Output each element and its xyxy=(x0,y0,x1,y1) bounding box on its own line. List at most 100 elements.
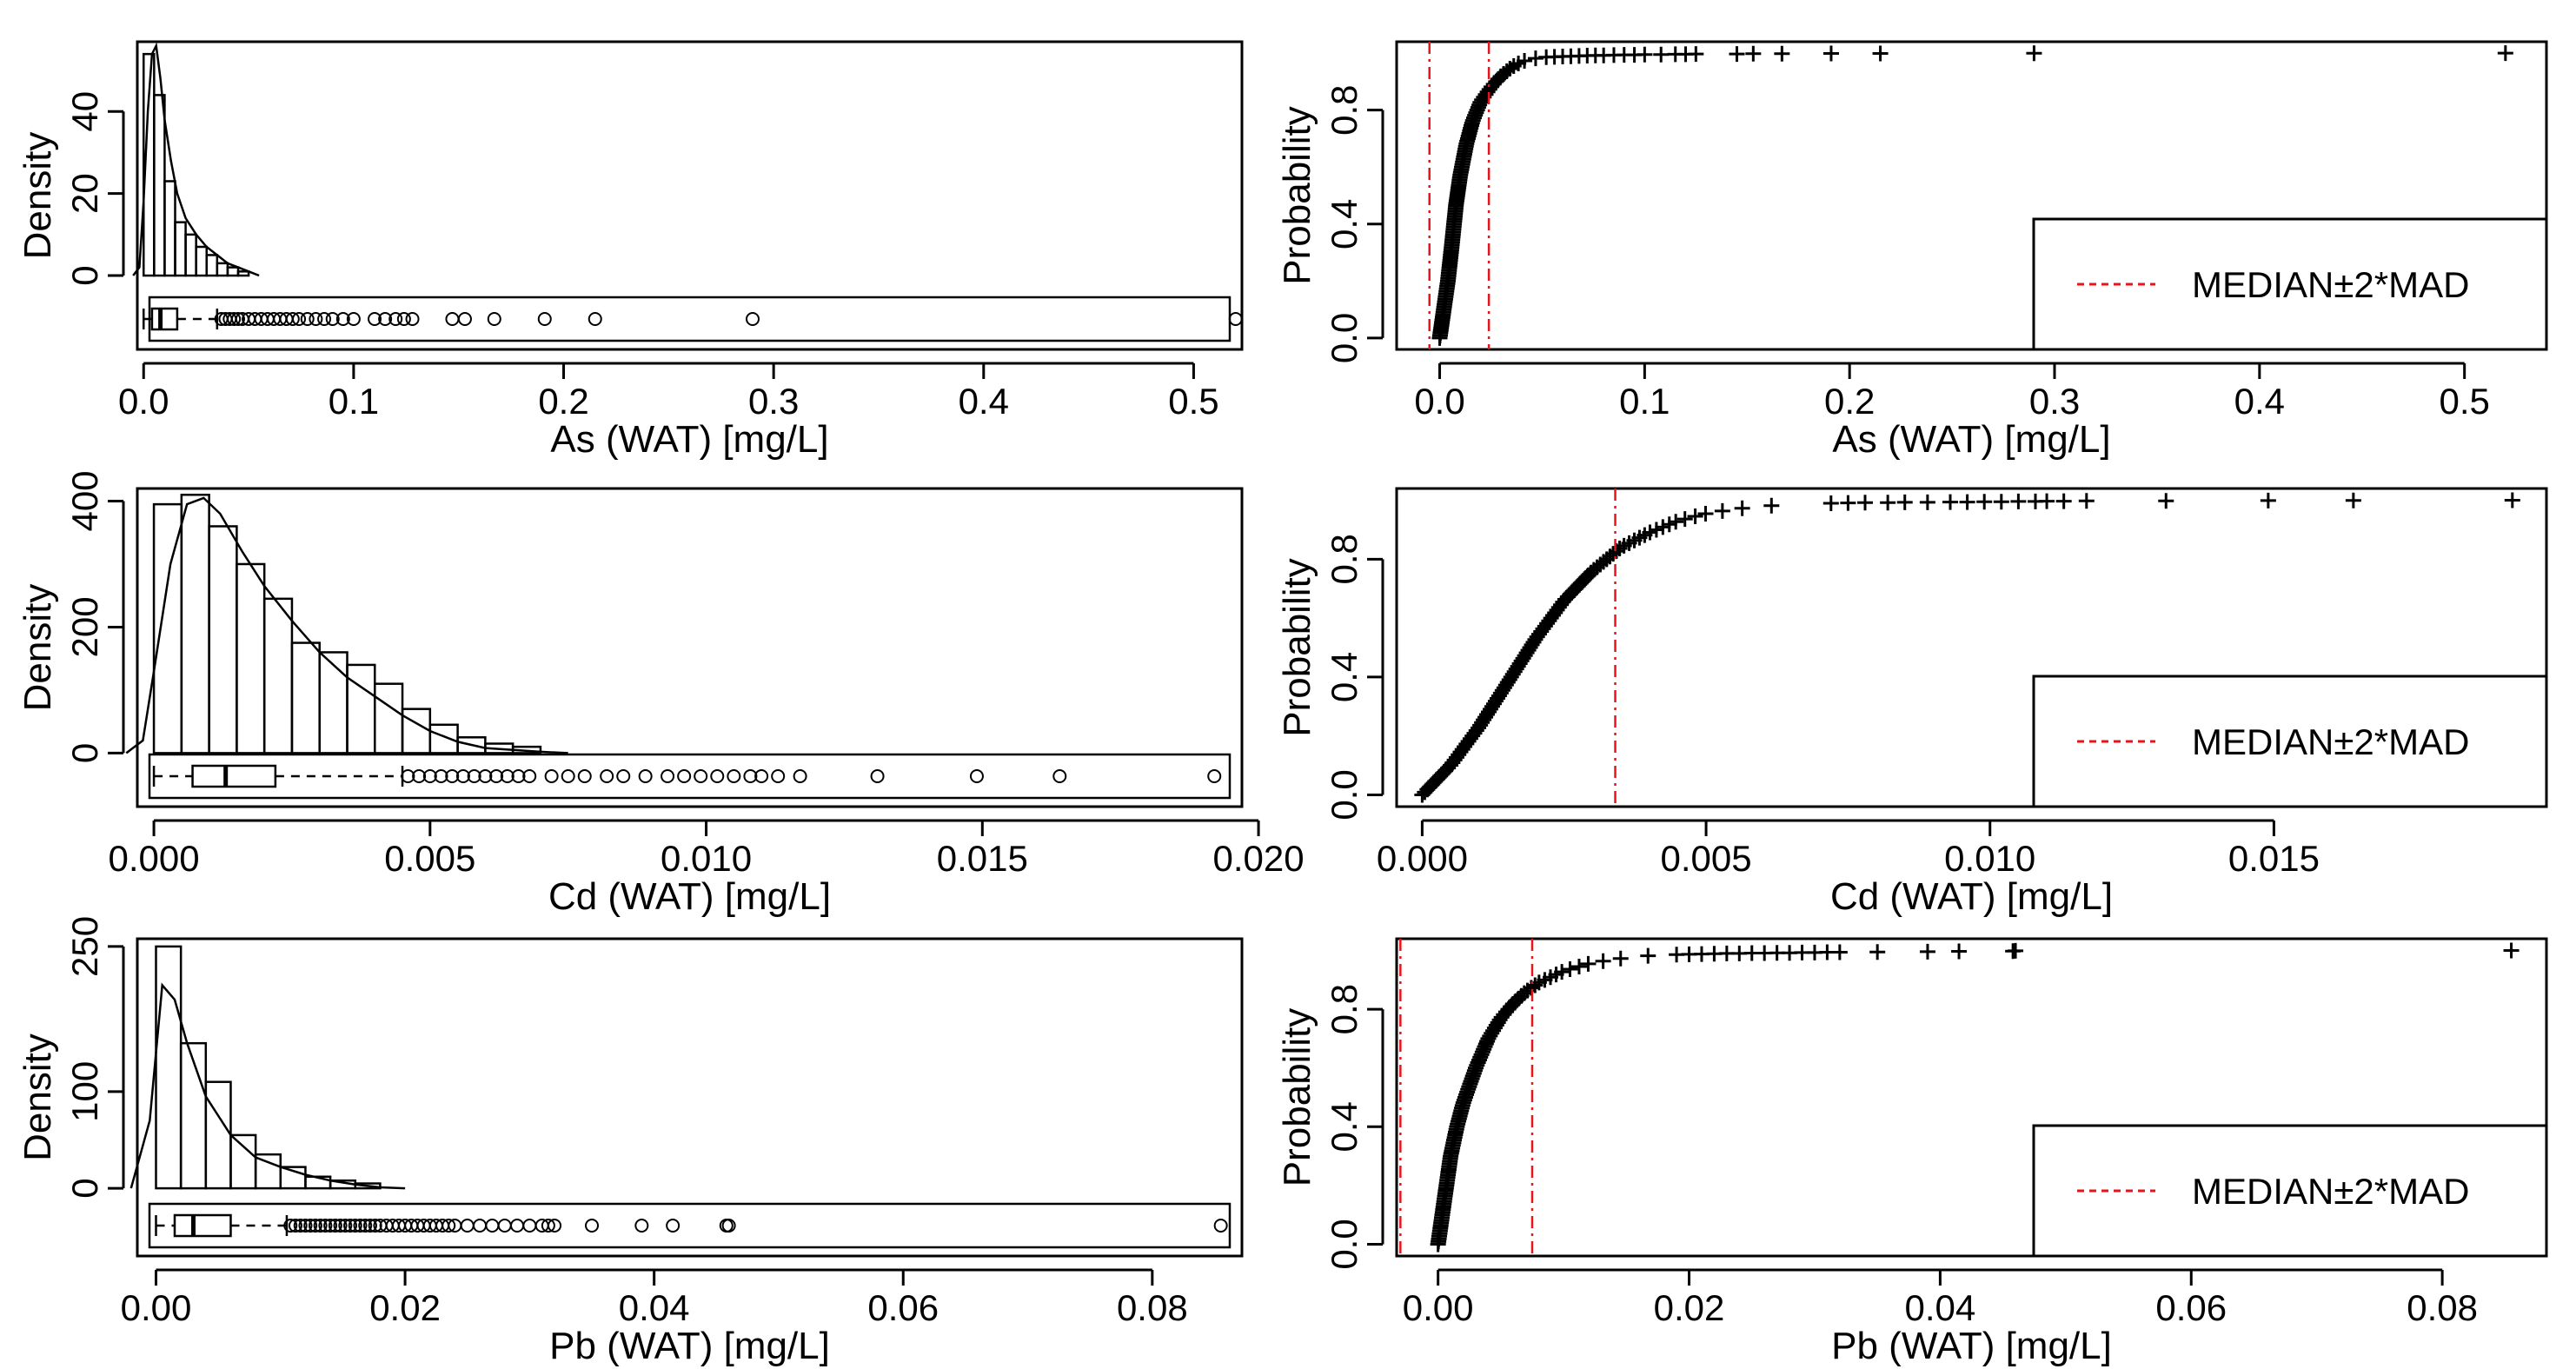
x-axis-label: Cd (WAT) [mg/L] xyxy=(1830,875,2113,918)
histogram-bar xyxy=(236,562,266,754)
ecdf-point xyxy=(1729,46,1745,63)
outlier-point xyxy=(457,312,472,326)
x-tick-label: 0.02 xyxy=(369,1287,441,1328)
x-tick-label: 0.08 xyxy=(1117,1287,1188,1328)
outlier-point xyxy=(544,769,559,783)
outlier-point xyxy=(292,312,307,326)
y-tick-label: 0.0 xyxy=(1324,769,1364,820)
ecdf-point xyxy=(1734,500,1750,516)
outlier-point xyxy=(969,769,984,783)
outlier-point xyxy=(288,1219,302,1233)
ecdf-point xyxy=(1959,494,1975,510)
y-tick-label: 0.0 xyxy=(1324,1219,1364,1269)
y-axis-label: Probability xyxy=(1276,106,1318,284)
histogram-bar xyxy=(290,641,321,754)
outlier-point xyxy=(368,312,382,326)
histogram-bar xyxy=(318,651,349,754)
outlier-point xyxy=(511,769,526,783)
x-axis-label: Pb (WAT) [mg/L] xyxy=(1831,1325,2112,1367)
outlier-point xyxy=(309,312,323,326)
density-curve xyxy=(132,42,260,277)
ecdf-point xyxy=(1517,53,1533,70)
x-tick-label: 0.015 xyxy=(2228,838,2320,879)
x-tick-label: 0.06 xyxy=(2155,1287,2227,1328)
y-tick-label: 250 xyxy=(64,916,105,977)
ecdf-point xyxy=(1857,495,1873,511)
outlier-point xyxy=(388,312,403,326)
y-tick-label: 40 xyxy=(64,91,105,132)
ecdf-point xyxy=(2008,942,2024,959)
cd-histogram-panel: 0.000 0.005 0.010 0.015 0.020 Cd (WAT) [mg/L]… xyxy=(17,470,1305,918)
x-tick-label: 0.0 xyxy=(118,381,169,422)
x-tick-label: 0.3 xyxy=(2029,381,2080,422)
outlier-point xyxy=(478,769,493,783)
outlier-point xyxy=(743,769,758,783)
y-tick-label: 0.4 xyxy=(1324,199,1364,249)
outlier-point xyxy=(1213,1219,1228,1233)
outlier-point xyxy=(694,769,708,783)
outlier-point xyxy=(460,1219,475,1233)
y-tick-label: 200 xyxy=(64,596,105,657)
outlier-point xyxy=(754,769,769,783)
outlier-point xyxy=(422,769,437,783)
ecdf-point xyxy=(1580,955,1597,972)
outlier-point xyxy=(485,1219,500,1233)
ecdf-point xyxy=(1595,953,1611,969)
ecdf-point xyxy=(1993,494,2009,510)
boxplot-strip xyxy=(148,296,1232,342)
outlier-point xyxy=(661,769,675,783)
outlier-point xyxy=(600,769,614,783)
outlier-point xyxy=(353,1219,368,1233)
outlier-point xyxy=(348,1219,362,1233)
histogram-bar xyxy=(262,597,294,754)
ecdf-point xyxy=(1919,494,1935,510)
x-tick-label: 0.1 xyxy=(329,381,379,422)
ecdf-point xyxy=(1976,494,1993,510)
ecdf-point xyxy=(1763,497,1780,514)
outlier-point xyxy=(577,769,592,783)
histogram-bar xyxy=(205,254,219,277)
outlier-point xyxy=(771,769,786,783)
density-curve xyxy=(125,496,568,754)
ecdf-point xyxy=(2055,493,2072,509)
outlier-point xyxy=(1207,769,1222,783)
ecdf-point xyxy=(1745,45,1762,62)
ecdf-point xyxy=(1653,46,1670,63)
x-tick-label: 0.08 xyxy=(2407,1287,2478,1328)
ecdf-point xyxy=(2010,493,2027,509)
outlier-point xyxy=(343,1219,358,1233)
y-axis-label: Density xyxy=(17,1033,59,1161)
ecdf-point xyxy=(1896,494,1913,510)
x-tick-label: 0.04 xyxy=(1905,1287,1976,1328)
histogram-bar xyxy=(354,1182,382,1190)
histogram-bar xyxy=(174,221,187,277)
ecdf-point xyxy=(1570,958,1587,974)
outlier-point xyxy=(634,1219,649,1233)
x-tick-label: 0.020 xyxy=(1213,838,1305,879)
x-tick-label: 0.00 xyxy=(1403,1287,1474,1328)
outlier-point xyxy=(378,312,393,326)
y-axis-label: Density xyxy=(17,584,59,712)
outlier-point xyxy=(467,769,481,783)
outlier-point xyxy=(473,1219,488,1233)
x-tick-label: 0.000 xyxy=(1377,838,1468,879)
as-histogram-panel: 0.0 0.1 0.2 0.3 0.4 0.5 As (WAT) [mg/L] 0 20 40De… xyxy=(17,40,1244,461)
ecdf-point xyxy=(2503,942,2520,959)
outlier-point xyxy=(548,1219,562,1233)
outlier-point xyxy=(745,312,760,326)
outlier-point xyxy=(362,1219,377,1233)
outlier-point xyxy=(727,769,741,783)
outlier-point xyxy=(396,312,411,326)
ecdf-point xyxy=(2345,492,2361,508)
outlier-point xyxy=(328,1219,342,1233)
histogram-bar xyxy=(179,1041,208,1190)
outlier-point xyxy=(283,1219,298,1233)
histogram-bar xyxy=(226,266,240,277)
density-curve xyxy=(129,982,406,1190)
outlier-point xyxy=(522,1219,537,1233)
outlier-point xyxy=(303,1219,318,1233)
x-tick-label: 0.02 xyxy=(1654,1287,1725,1328)
outlier-point xyxy=(325,312,340,326)
x-tick-label: 0.000 xyxy=(109,838,200,879)
x-tick-label: 0.4 xyxy=(2234,381,2285,422)
